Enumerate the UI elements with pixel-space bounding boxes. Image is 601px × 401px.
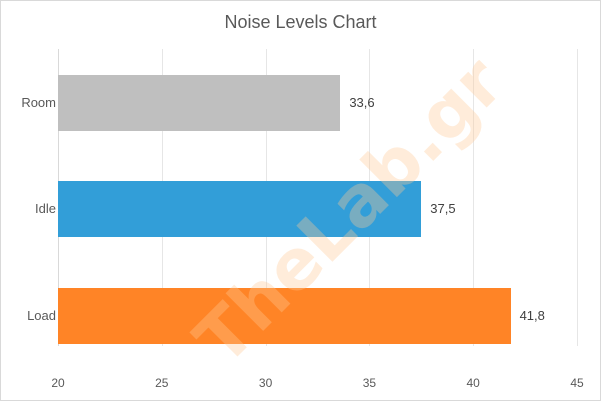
gridline bbox=[473, 49, 475, 346]
gridline bbox=[577, 49, 578, 346]
x-tick-label: 35 bbox=[362, 376, 377, 390]
bar-load bbox=[58, 288, 511, 344]
plot-area: 33,6 37,5 41,8 bbox=[58, 49, 578, 346]
x-tick-label: 20 bbox=[51, 376, 65, 390]
category-label: Idle bbox=[35, 201, 56, 216]
data-label: 33,6 bbox=[349, 95, 375, 110]
category-label: Room bbox=[21, 95, 56, 110]
bar-room bbox=[58, 75, 341, 131]
chart-title: Noise Levels Chart bbox=[224, 12, 377, 32]
x-tick-label: 25 bbox=[155, 376, 169, 390]
x-tick-label: 30 bbox=[258, 376, 273, 390]
bar-idle bbox=[58, 181, 422, 237]
x-tick-label: 40 bbox=[466, 376, 480, 390]
data-label: 37,5 bbox=[430, 201, 456, 216]
category-label: Load bbox=[27, 308, 56, 323]
x-tick-label: 45 bbox=[570, 376, 584, 390]
data-label: 41,8 bbox=[519, 308, 545, 323]
